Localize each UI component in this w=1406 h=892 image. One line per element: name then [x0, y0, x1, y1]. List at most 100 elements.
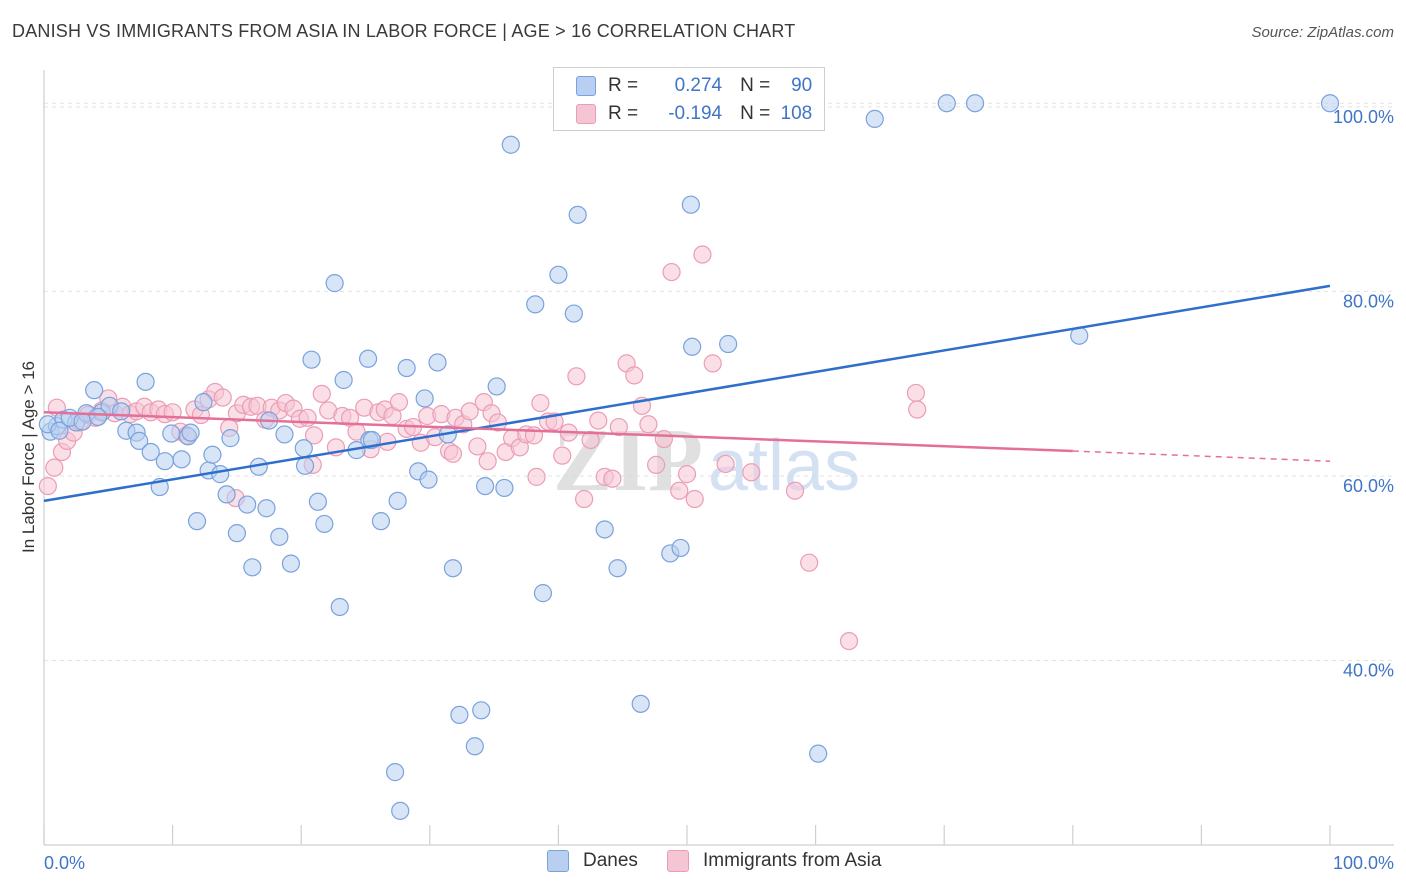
danes-point-70 — [568, 205, 587, 224]
danes-point-48 — [371, 512, 391, 531]
danes-point-49 — [385, 763, 405, 782]
danes-point-41 — [325, 274, 344, 293]
danes-point-77 — [681, 195, 700, 214]
danes-point-13 — [141, 442, 160, 462]
asia-point-1 — [45, 458, 64, 477]
asia-point-86 — [647, 455, 666, 474]
danes-point-8 — [112, 402, 131, 421]
asia-point-38 — [304, 426, 324, 445]
danes-point-58 — [443, 559, 463, 578]
danes-point-17 — [172, 450, 191, 469]
danes-r-value: 0.274 — [674, 75, 723, 96]
danes-point-62 — [475, 477, 495, 496]
danes-point-54 — [415, 389, 434, 408]
danes-point-38 — [302, 350, 321, 369]
danes-point-31 — [257, 499, 276, 518]
y-tick-labels: 40.0% 60.0% 80.0% 100.0% — [1333, 107, 1394, 681]
asia-point-85 — [639, 415, 658, 434]
asia-point-99 — [908, 400, 927, 419]
chart-title: DANISH VS IMMIGRANTS FROM ASIA IN LABOR … — [12, 21, 796, 41]
danes-point-24 — [211, 465, 230, 484]
danes-point-63 — [487, 377, 506, 396]
asia-point-83 — [625, 366, 644, 385]
danes-point-79 — [809, 744, 828, 763]
danes-point-40 — [315, 514, 334, 534]
y-tick-label-100: 100.0% — [1333, 107, 1394, 127]
danes-n-label: N = — [740, 75, 771, 96]
danes-point-88 — [73, 412, 92, 431]
danes-n-value: 90 — [791, 75, 813, 96]
asia-point-39 — [312, 384, 331, 403]
danes-point-55 — [419, 470, 438, 489]
y-tick-label-40: 40.0% — [1343, 660, 1394, 680]
asia-point-77 — [581, 430, 600, 450]
asia-point-25 — [213, 388, 232, 407]
asia-point-96 — [800, 553, 819, 572]
danes-point-66 — [526, 295, 545, 314]
danes-point-82 — [965, 94, 985, 113]
danes-point-20 — [187, 512, 207, 531]
danes-point-37 — [295, 456, 315, 475]
asia-point-87 — [654, 429, 673, 449]
danes-point-19 — [181, 423, 200, 442]
legend-item-danes: Danes — [547, 850, 638, 872]
asia-swatch — [576, 104, 596, 124]
danes-point-26 — [221, 429, 240, 448]
danes-point-69 — [564, 304, 583, 323]
danes-point-56 — [428, 353, 447, 372]
danes-point-89 — [88, 407, 108, 427]
asia-point-80 — [603, 469, 622, 488]
danes-point-11 — [130, 431, 149, 450]
danes-point-84 — [1320, 94, 1340, 113]
danes-point-15 — [155, 452, 174, 471]
axes — [43, 70, 1394, 846]
asia-point-37 — [298, 408, 317, 427]
asia-point-92 — [693, 245, 712, 264]
danes-point-33 — [270, 527, 289, 546]
asia-r-label: R = — [608, 103, 639, 124]
danes-trend-line — [43, 284, 1331, 503]
asia-r-value: -0.194 — [668, 103, 723, 124]
asia-n-label: N = — [740, 103, 771, 124]
danes-swatch — [576, 76, 596, 96]
danes-point-61 — [472, 701, 491, 720]
asia-point-104 — [478, 452, 497, 471]
asia-point-76 — [575, 489, 594, 509]
asia-trend-line-extension — [1072, 450, 1331, 462]
danes-point-67 — [533, 584, 553, 603]
danes-point-21 — [194, 393, 213, 412]
danes-point-43 — [334, 370, 353, 390]
asia-point-90 — [677, 465, 697, 484]
danes-point-76 — [683, 337, 702, 356]
danes-point-29 — [243, 558, 262, 577]
danes-point-36 — [294, 439, 313, 458]
asia-point-93 — [703, 354, 722, 373]
y-tick-label-80: 80.0% — [1343, 291, 1394, 311]
danes-point-5 — [85, 381, 104, 400]
danes-point-80 — [865, 109, 884, 128]
danes-point-72 — [608, 559, 627, 578]
asia-point-88 — [662, 262, 681, 282]
asia-point-78 — [589, 411, 608, 430]
danes-point-60 — [465, 737, 484, 756]
asia-point-103 — [443, 444, 463, 463]
asia-point-89 — [670, 481, 689, 500]
danes-point-28 — [238, 495, 257, 514]
danes-point-12 — [136, 372, 155, 391]
danes-r-label: R = — [608, 75, 639, 96]
asia-point-98 — [906, 383, 926, 403]
danes-point-27 — [227, 524, 246, 543]
legend-item-asia: Immigrants from Asia — [667, 850, 881, 872]
stats-legend: R = 0.274 N = 90 R = -0.194 N = 108 — [553, 67, 825, 131]
danes-point-50 — [388, 491, 407, 510]
legend-danes-label: Danes — [583, 850, 638, 871]
asia-point-0 — [38, 477, 57, 496]
asia-point-70 — [531, 393, 550, 413]
asia-point-73 — [553, 446, 572, 465]
danes-point-78 — [719, 334, 738, 354]
asia-point-91 — [685, 489, 704, 509]
asia-point-81 — [609, 417, 628, 437]
danes-point-52 — [397, 358, 416, 378]
danes-point-23 — [203, 445, 222, 464]
